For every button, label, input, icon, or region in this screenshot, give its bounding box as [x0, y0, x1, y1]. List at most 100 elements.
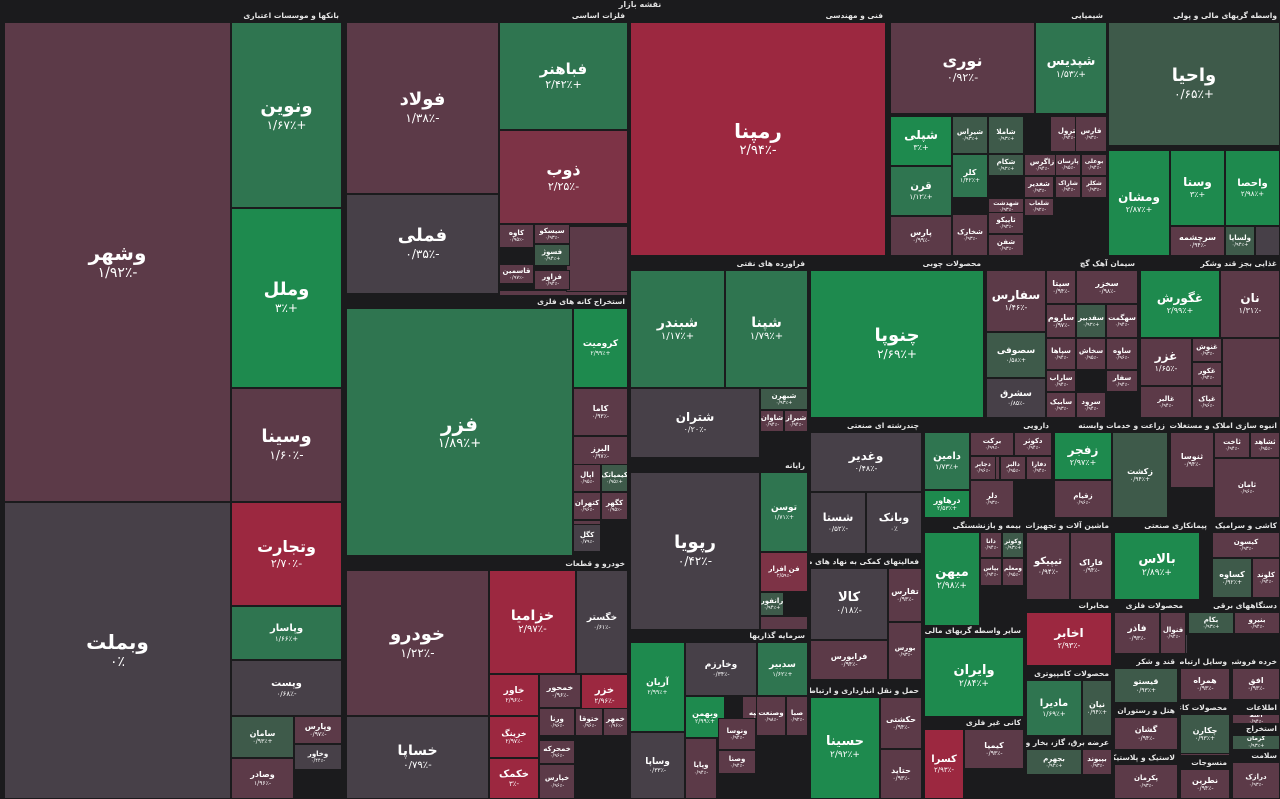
stock-tile[interactable]: شکلر -۰/۹۳٪	[1081, 176, 1107, 198]
stock-tile[interactable]: شیراز -۰/۹۴٪	[784, 410, 808, 432]
stock-tile[interactable]: فارس -۰/۹۳٪	[1075, 116, 1107, 152]
stock-tile[interactable]: سخاش -۰/۹۵٪	[1076, 338, 1106, 370]
stock-tile[interactable]: خرینگ -۲/۹۷٪	[489, 716, 539, 758]
stock-tile[interactable]: بپیوند -۰/۹۳٪	[1082, 749, 1112, 775]
stock-tile[interactable]: سیتا -۰/۹۴٪	[1046, 270, 1076, 304]
stock-tile[interactable]: وپایا -۰/۹۴٪	[685, 738, 717, 799]
stock-tile[interactable]: نوری -۰/۹۲٪	[890, 22, 1035, 114]
stock-tile[interactable]: ثاخت -۰/۹۴٪	[1214, 432, 1250, 458]
stock-tile[interactable]: خگستر -۰/۶۱٪	[576, 570, 628, 674]
stock-tile[interactable]: شلعاب -۰/۹۲٪	[1024, 198, 1054, 216]
stock-tile[interactable]: ولساپا +۰/۹۴٪	[1225, 226, 1255, 256]
stock-tile[interactable]: دکوثر -۰/۹۴٪	[1014, 432, 1052, 456]
stock-tile[interactable]: شیراس +۰/۹۳٪	[952, 116, 988, 154]
stock-tile[interactable]: قیستو +۰/۹۳٪	[1114, 668, 1178, 703]
stock-tile[interactable]: وصنعت -۰/۹۸٪	[756, 696, 786, 736]
stock-tile[interactable]: واحیا +۰/۶۵٪	[1108, 22, 1280, 146]
stock-tile[interactable]: خساپا -۰/۷۹٪	[346, 716, 489, 799]
stock-tile[interactable]: فسوژ +۰/۹۴٪	[534, 244, 570, 266]
stock-tile[interactable]: بوعلی -۰/۹۴٪	[1081, 154, 1107, 176]
stock-tile[interactable]: سفارس -۱/۴۶٪	[986, 270, 1046, 332]
stock-tile[interactable]: زفجر +۲/۹۷٪	[1054, 432, 1112, 480]
stock-tile[interactable]: سپاها -۰/۹۴٪	[1046, 338, 1076, 370]
stock-tile[interactable]: کیمیا -۰/۹۳٪	[964, 729, 1024, 769]
stock-tile[interactable]: سامان +۰/۹۳٪	[231, 716, 294, 758]
stock-tile[interactable]: کلوند -۰/۹۴٪	[1252, 558, 1280, 598]
stock-tile[interactable]: ورنا -۰/۹۶٪	[539, 708, 575, 736]
stock-tile[interactable]: کالا -۰/۱۸٪	[810, 568, 888, 640]
stock-tile[interactable]: غزر -۱/۶۵٪	[1140, 338, 1192, 386]
stock-tile[interactable]: دفارا -۰/۹۴٪	[1026, 456, 1052, 480]
stock-tile[interactable]: بنیرو -۰/۹۴٪	[1234, 612, 1280, 634]
stock-tile[interactable]: سخزر -۰/۹۸٪	[1076, 270, 1138, 304]
stock-tile[interactable]: وصنا -۰/۹۴٪	[718, 750, 756, 774]
stock-tile[interactable]: دلر -۰/۹۳٪	[970, 480, 1014, 518]
stock-tile[interactable]: فاراک -۰/۹۴٪	[1070, 532, 1112, 600]
stock-tile[interactable]: غگورش +۲/۹۹٪	[1140, 270, 1220, 338]
stock-tile[interactable]: کرومیت +۲/۹۹٪	[573, 308, 628, 388]
stock-tile[interactable]: کیمیاتک +۰/۹۵٪	[601, 464, 628, 492]
stock-tile[interactable]: سصوفی +۰/۵۸٪	[986, 332, 1046, 378]
stock-tile[interactable]: خاور -۲/۹۶٪	[489, 674, 539, 716]
stock-tile[interactable]: سابیک -۰/۹۳٪	[1046, 392, 1076, 418]
stock-tile[interactable]: چکارن +۰/۹۳٪	[1180, 714, 1230, 754]
stock-tile[interactable]: خزامیا -۲/۹۷٪	[489, 570, 576, 674]
stock-tile[interactable]: قرن +۱/۱۲٪	[890, 166, 952, 216]
stock-tile[interactable]: نطرین -۰/۹۴٪	[1180, 769, 1230, 799]
stock-tile[interactable]: کساوه +۰/۹۲٪	[1212, 558, 1252, 598]
stock-tile[interactable]: کگل -۰/۷۹٪	[573, 524, 601, 552]
stock-tile[interactable]: پارس -۰/۹۹٪	[890, 216, 952, 256]
stock-tile[interactable]: وغدیر -۰/۴۸٪	[810, 432, 922, 492]
stock-tile[interactable]: بورس -۰/۹۳٪	[888, 622, 922, 680]
stock-tile[interactable]: قاسمین -۰/۹۷٪	[499, 264, 534, 284]
stock-tile[interactable]: ذوب -۲/۲۵٪	[499, 130, 628, 224]
stock-tile[interactable]: ومعلم -۰/۹۵٪	[1002, 558, 1024, 586]
stock-tile[interactable]: وتجارت -۲/۷۰٪	[231, 502, 342, 606]
stock-tile[interactable]: درازک -۰/۹۳٪	[1232, 762, 1280, 799]
stock-tile[interactable]: وشهر -۱/۹۲٪	[4, 22, 231, 502]
stock-tile[interactable]: رمپنا -۲/۹۴٪	[630, 22, 886, 256]
stock-tile[interactable]: نیان +۰/۹۴٪	[1082, 680, 1112, 736]
stock-tile[interactable]: دالبر -۰/۹۵٪	[1000, 456, 1026, 480]
stock-tile[interactable]: توسن +۱/۷۱٪	[760, 472, 808, 552]
stock-tile[interactable]: وخاور -۰/۴۴٪	[294, 744, 342, 770]
stock-tile[interactable]: خمحور -۰/۹۶٪	[539, 674, 581, 708]
stock-tile[interactable]: سرود -۰/۹۴٪	[1076, 392, 1106, 418]
stock-tile[interactable]: کاوه -۰/۹۵٪	[499, 224, 534, 248]
stock-tile[interactable]: سرچشمه -۰/۹۴٪	[1170, 226, 1225, 256]
stock-tile[interactable]: غکور -۰/۹۴٪	[1192, 362, 1222, 386]
stock-tile[interactable]: غنوش -۰/۹۳٪	[1192, 338, 1222, 362]
stock-tile[interactable]: زکشت +۰/۹۴٪	[1112, 432, 1168, 518]
stock-tile[interactable]: شفن -۰/۹۳٪	[988, 234, 1024, 256]
stock-tile[interactable]: شاوان -۰/۹۴٪	[760, 410, 784, 432]
stock-tile[interactable]: فن افزار -۲/۵۹٪	[760, 552, 808, 592]
stock-tile[interactable]: کیسون -۰/۹۳٪	[1212, 532, 1280, 558]
stock-tile[interactable]: فزاور -۰/۹۴٪	[534, 270, 570, 290]
stock-tile[interactable]: تیپیکو -۰/۹۴٪	[1026, 532, 1070, 600]
stock-tile[interactable]: وبملت ۰٪	[4, 502, 231, 799]
stock-tile[interactable]: شاراک -۰/۹۴٪	[1055, 176, 1081, 198]
stock-tile[interactable]: شبهرن +۰/۹۳٪	[760, 388, 808, 410]
stock-tile[interactable]: واحصا +۲/۹۸٪	[1225, 150, 1280, 226]
stock-tile[interactable]: فولاد -۱/۳۸٪	[346, 22, 499, 194]
stock-tile[interactable]: شکام +۰/۹۲٪	[988, 154, 1024, 176]
stock-tile[interactable]: شغدیر -۰/۹۳٪	[1024, 176, 1054, 198]
stock-tile[interactable]: فرابورس -۰/۹۴٪	[810, 640, 888, 680]
stock-tile[interactable]: ساروم -۰/۹۷٪	[1046, 304, 1076, 338]
stock-tile[interactable]: افق -۰/۹۳٪	[1232, 668, 1280, 700]
stock-tile[interactable]: وخارزم -۰/۳۴٪	[685, 642, 757, 696]
stock-tile[interactable]: خمحرکه -۰/۹۶٪	[539, 740, 575, 764]
stock-tile[interactable]: وصادر -۱/۹۶٪	[231, 758, 294, 799]
stock-tile[interactable]: آریان +۲/۹۹٪	[630, 642, 685, 732]
stock-tile[interactable]: ثشاهد -۰/۹۵٪	[1250, 432, 1280, 458]
stock-tile[interactable]: فباهنر +۲/۴۲٪	[499, 22, 628, 130]
stock-tile[interactable]: بکام +۰/۹۳٪	[1188, 612, 1234, 634]
stock-tile[interactable]: دجابر -۰/۹۶٪	[970, 456, 996, 480]
stock-tile[interactable]: کاما -۰/۹۳٪	[573, 388, 628, 436]
stock-tile[interactable]: وکوثر +۰/۹۳٪	[1002, 532, 1024, 558]
stock-tile[interactable]: شپدیس +۱/۵۳٪	[1035, 22, 1107, 114]
stock-tile[interactable]: ثنوسا -۰/۹۴٪	[1170, 432, 1214, 488]
stock-tile[interactable]: وپست -۰/۶۸٪	[231, 660, 342, 716]
stock-tile[interactable]: شهدشت -۰/۹۳٪	[988, 198, 1024, 216]
stock-tile[interactable]: سهگمت -۰/۹۴٪	[1106, 304, 1138, 338]
